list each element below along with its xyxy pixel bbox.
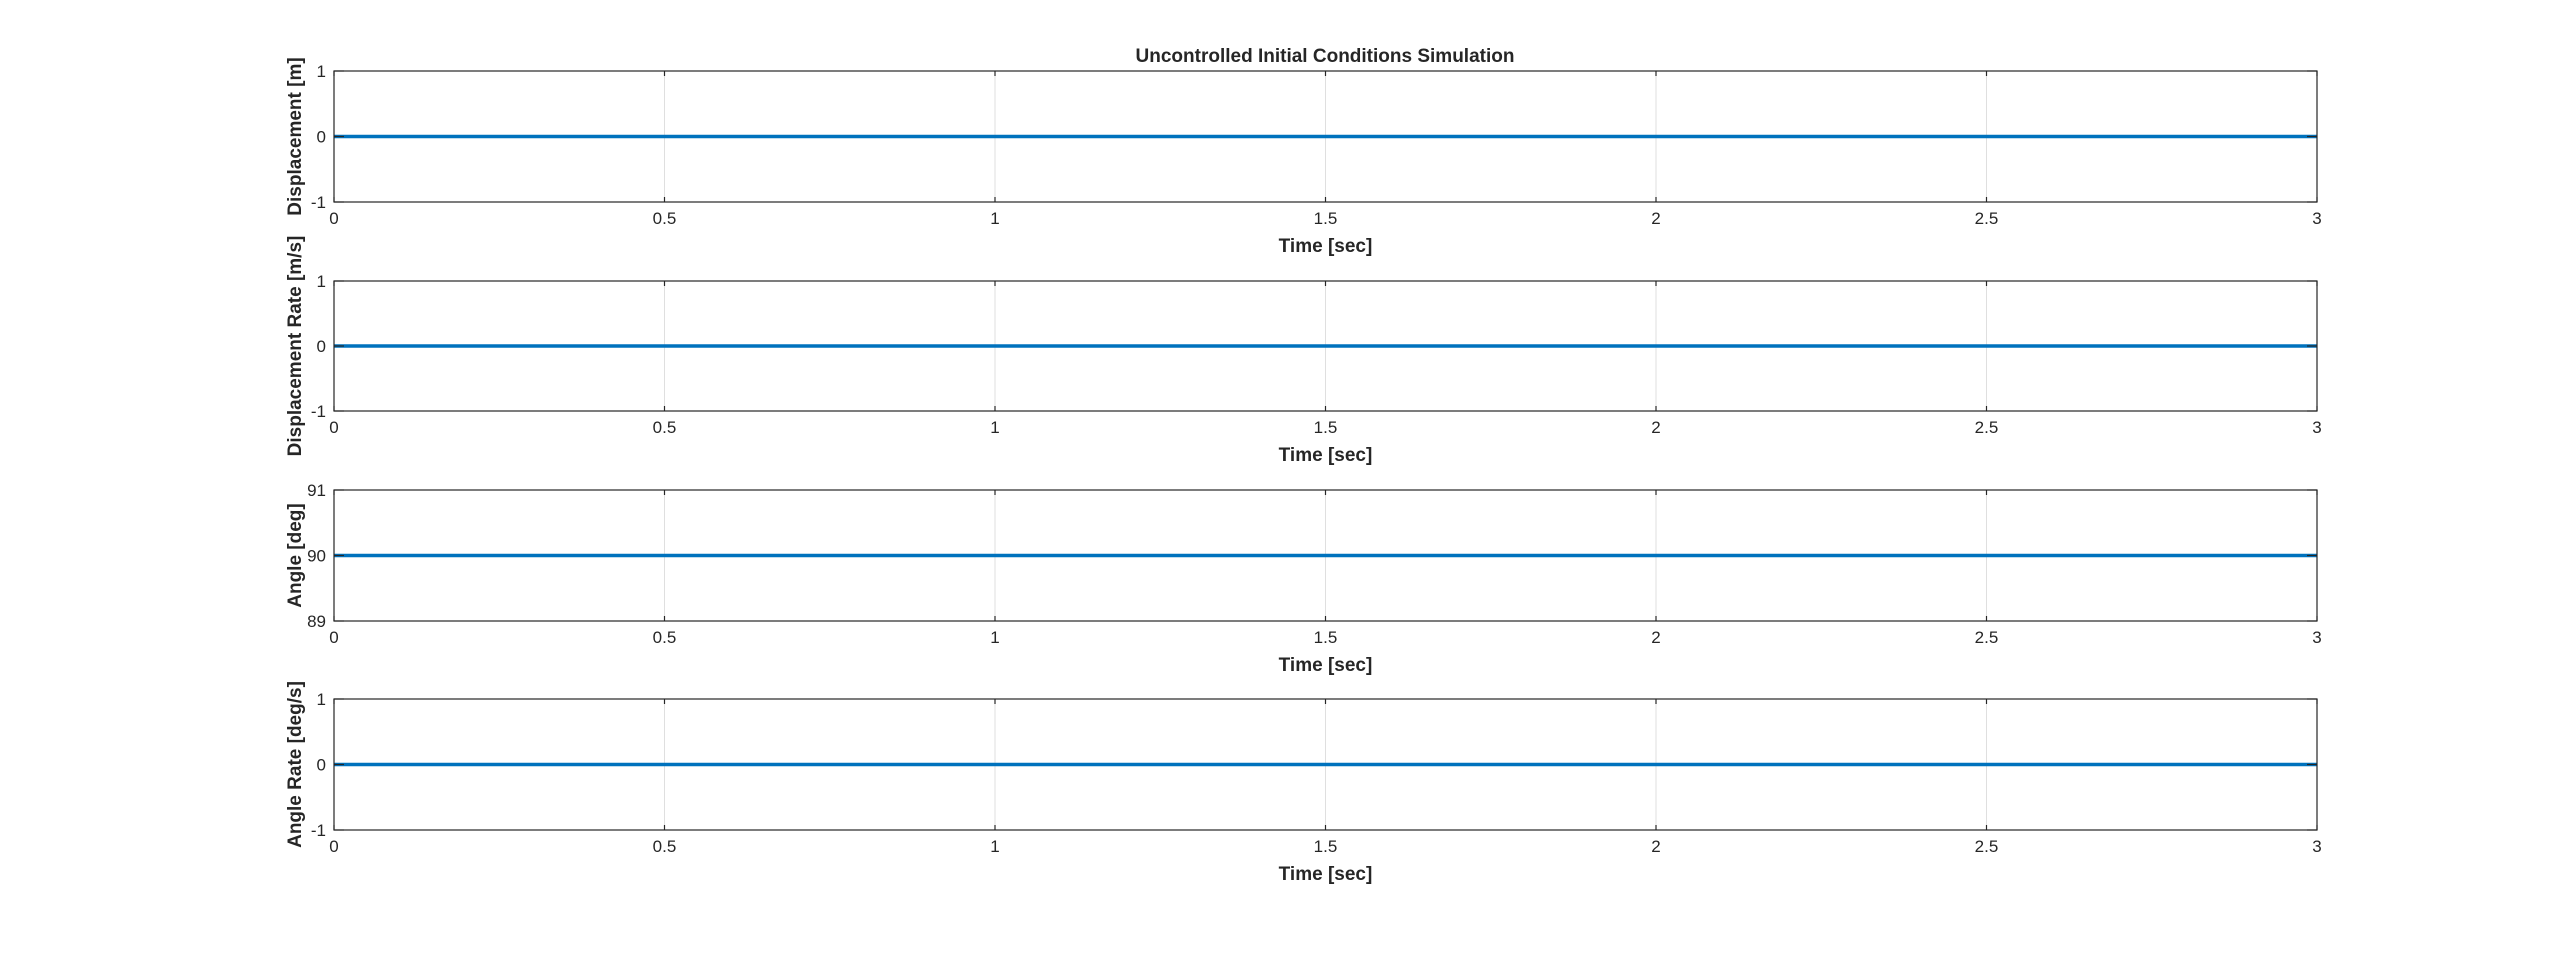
x-axis-label: Time [sec] <box>1279 236 1373 257</box>
y-tick-label: -1 <box>311 821 326 840</box>
y-tick-label: -1 <box>311 402 326 421</box>
chart-title: Uncontrolled Initial Conditions Simulati… <box>1136 46 1515 67</box>
x-tick-label: 3 <box>2312 628 2321 647</box>
x-tick-label: 1.5 <box>1314 837 1338 856</box>
x-tick-label: 0.5 <box>653 209 677 228</box>
x-tick-label: 0.5 <box>653 837 677 856</box>
x-axis-label: Time [sec] <box>1279 655 1373 676</box>
x-tick-label: 0 <box>329 628 338 647</box>
y-axis-label: Displacement Rate [m/s] <box>285 236 306 457</box>
y-tick-label: -1 <box>311 193 326 212</box>
x-tick-label: 0 <box>329 209 338 228</box>
y-axis-label: Angle Rate [deg/s] <box>285 681 306 848</box>
x-tick-label: 0.5 <box>653 628 677 647</box>
x-tick-label: 0 <box>329 837 338 856</box>
x-axis-label: Time [sec] <box>1279 445 1373 466</box>
y-tick-label: 1 <box>317 62 326 81</box>
x-axis-label: Time [sec] <box>1279 864 1373 885</box>
x-tick-label: 3 <box>2312 418 2321 437</box>
y-axis-label: Displacement [m] <box>285 57 306 215</box>
x-tick-label: 1.5 <box>1314 418 1338 437</box>
x-tick-label: 2 <box>1651 418 1660 437</box>
x-tick-label: 2.5 <box>1975 209 1999 228</box>
y-tick-label: 0 <box>317 128 326 147</box>
y-tick-label: 90 <box>307 547 326 566</box>
x-tick-label: 1 <box>990 418 999 437</box>
x-tick-label: 1 <box>990 837 999 856</box>
y-tick-label: 91 <box>307 481 326 500</box>
x-tick-label: 1.5 <box>1314 209 1338 228</box>
x-tick-label: 1.5 <box>1314 628 1338 647</box>
y-tick-label: 0 <box>317 756 326 775</box>
y-axis-label: Angle [deg] <box>285 503 306 608</box>
x-tick-label: 0.5 <box>653 418 677 437</box>
x-tick-label: 2.5 <box>1975 418 1999 437</box>
y-tick-label: 1 <box>317 690 326 709</box>
y-tick-label: 0 <box>317 337 326 356</box>
x-tick-label: 1 <box>990 628 999 647</box>
x-tick-label: 1 <box>990 209 999 228</box>
x-tick-label: 2 <box>1651 209 1660 228</box>
x-tick-label: 0 <box>329 418 338 437</box>
x-tick-label: 3 <box>2312 209 2321 228</box>
x-tick-label: 2.5 <box>1975 837 1999 856</box>
subplot-3: 0 0.5 1 1.5 2 2.5 3 89 90 91 Time [sec] Angle [deg] <box>285 481 2322 676</box>
x-tick-label: 2 <box>1651 628 1660 647</box>
x-tick-label: 3 <box>2312 837 2321 856</box>
y-tick-label: 1 <box>317 272 326 291</box>
y-tick-label: 89 <box>307 612 326 631</box>
x-tick-label: 2.5 <box>1975 628 1999 647</box>
x-tick-label: 2 <box>1651 837 1660 856</box>
